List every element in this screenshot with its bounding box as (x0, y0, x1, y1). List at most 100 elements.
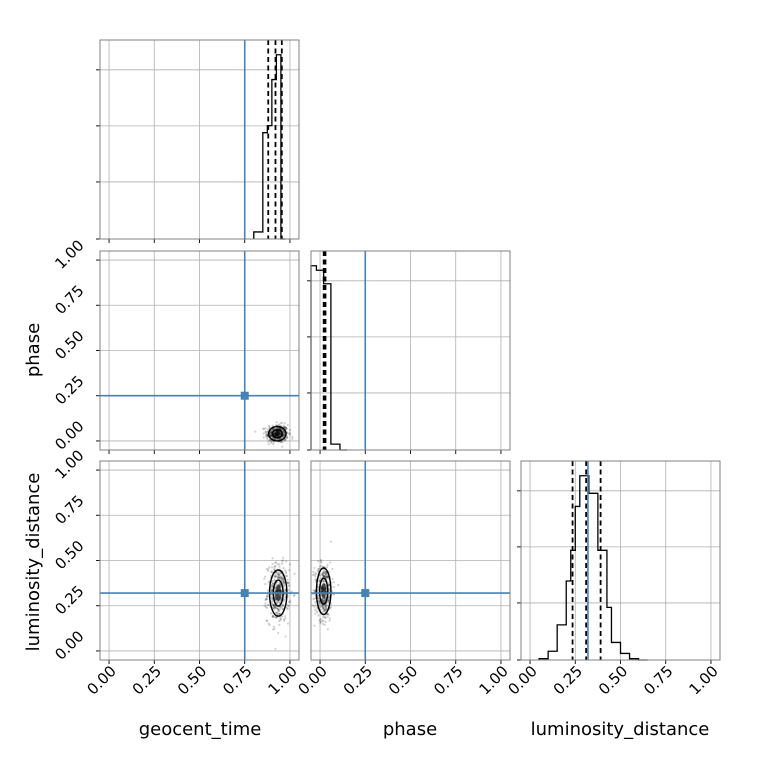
sample-point (288, 584, 291, 587)
sample-point (274, 598, 277, 602)
sample-point (279, 437, 282, 440)
sample-point (274, 616, 278, 619)
sample-point (281, 604, 285, 607)
panel-frame (99, 460, 300, 661)
sample-point (262, 432, 265, 435)
panel-frame (520, 460, 721, 661)
sample-point (274, 438, 277, 441)
sample-point (320, 598, 324, 601)
sample-point (284, 426, 287, 429)
sample-point (277, 600, 280, 603)
sample-point (324, 608, 327, 611)
tick-label-y: 1.00 (51, 236, 87, 272)
sample-point (327, 599, 330, 602)
sample-point (324, 572, 328, 575)
sample-point (270, 430, 273, 433)
sample-point (281, 603, 284, 606)
sample-point (313, 573, 316, 577)
sample-point (317, 614, 320, 617)
labels-layer: geocent_time phase luminosity_distance p… (23, 323, 709, 740)
sample-point (265, 436, 269, 439)
sample-point (323, 614, 326, 618)
tick-label-y: 0.50 (51, 537, 87, 573)
sample-point (272, 441, 275, 444)
sample-point (281, 560, 284, 563)
sample-point (321, 604, 324, 607)
sample-point (288, 431, 291, 435)
sample-point (280, 428, 284, 431)
sample-point (286, 436, 289, 439)
sample-point (286, 608, 289, 611)
sample-point (282, 556, 285, 559)
sample-point (283, 430, 286, 433)
sample-point (284, 570, 288, 573)
sample-point (313, 597, 316, 600)
sample-point (267, 622, 270, 625)
tick-label-x: 0.25 (550, 662, 586, 698)
sample-point (269, 430, 273, 433)
contour-core (321, 583, 327, 600)
sample-point (268, 623, 271, 626)
sample-point (283, 422, 286, 425)
truth-marker (240, 391, 249, 400)
sample-point (281, 576, 284, 579)
sample-point (323, 579, 326, 583)
sample-point (283, 581, 286, 584)
sample-point (317, 602, 321, 605)
tick-label-x: 0.50 (595, 662, 631, 698)
sample-point (285, 560, 288, 563)
sample-point (269, 434, 273, 438)
sample-point (323, 608, 326, 611)
sample-point (265, 598, 268, 601)
tick-label-x: 0.00 (84, 662, 120, 698)
sample-point (277, 438, 281, 441)
sample-point (281, 421, 284, 424)
sample-point (279, 584, 282, 587)
sample-point (321, 580, 325, 583)
sample-point (276, 563, 279, 566)
sample-point (272, 604, 275, 607)
sample-point (323, 610, 326, 613)
sample-point (317, 597, 320, 600)
sample-point (326, 604, 329, 607)
sample-point (276, 427, 279, 430)
sample-point (313, 566, 316, 570)
sample-point (325, 574, 328, 577)
panel-luminosity_distance-hist: 0.00 0.25 0.50 0.75 1.00 (505, 460, 722, 698)
contour-inner (271, 428, 283, 439)
sample-point (290, 590, 293, 593)
sample-point (267, 603, 270, 606)
sample-point (316, 611, 319, 614)
tick-label-x: 1.00 (475, 662, 511, 698)
histogram-luminosity_distance (538, 475, 648, 661)
sample-point (270, 612, 273, 615)
sample-point (318, 601, 321, 604)
sample-point (283, 615, 287, 618)
sample-point (315, 609, 318, 613)
tick-label-x: 0.50 (385, 662, 421, 698)
sample-point (274, 647, 277, 651)
tick-label-y: 0.50 (51, 327, 87, 363)
sample-point (321, 599, 325, 602)
sample-point (282, 580, 286, 583)
sample-point (265, 432, 269, 435)
sample-point (322, 571, 325, 574)
sample-point (324, 604, 327, 608)
sample-point (283, 438, 287, 442)
sample-point (271, 424, 274, 427)
tick-label-y: 0.00 (51, 417, 87, 453)
sample-point (272, 625, 275, 628)
sample-point (322, 619, 325, 622)
sample-point (278, 571, 281, 574)
sample-point (293, 572, 296, 575)
sample-point (282, 430, 285, 433)
y-axis-label-luminosity-distance: luminosity_distance (23, 473, 44, 652)
sample-point (279, 612, 282, 615)
sample-point (325, 606, 328, 609)
sample-point (282, 585, 286, 588)
tick-label-x: 0.50 (174, 662, 210, 698)
sample-point (264, 597, 268, 600)
sample-point (282, 618, 286, 621)
sample-point (265, 606, 269, 609)
sample-point (322, 599, 325, 602)
